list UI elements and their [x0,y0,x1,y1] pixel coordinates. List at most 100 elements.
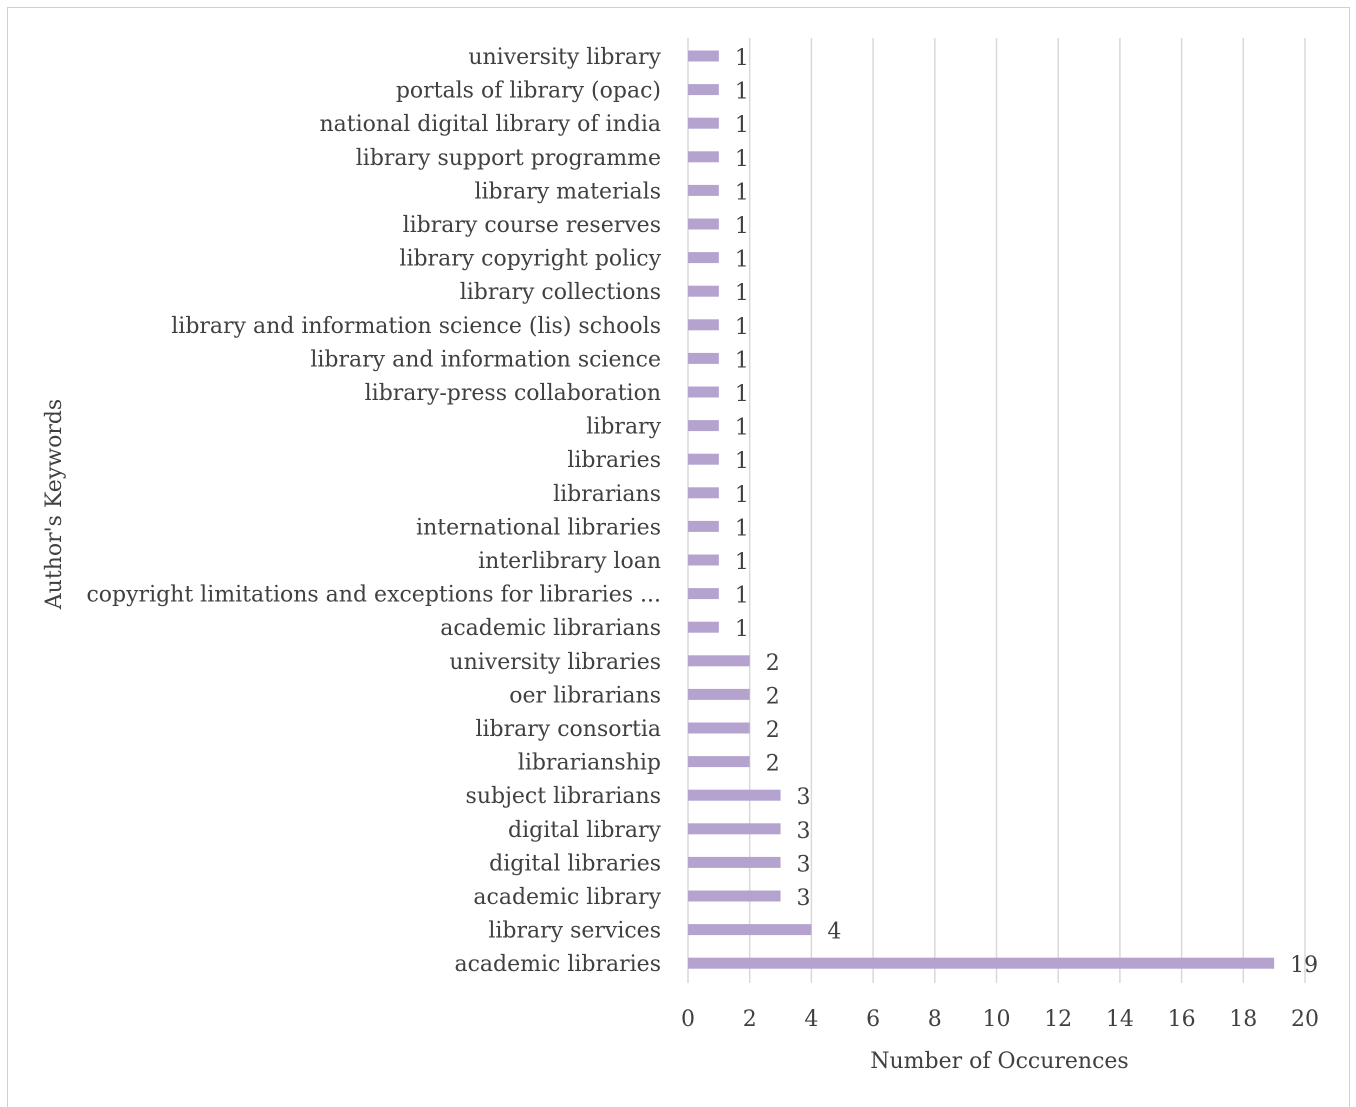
category-label: library materials [474,179,661,204]
bar [688,453,719,465]
bar [688,218,719,230]
data-label: 1 [735,617,749,642]
category-label: library and information science [310,347,661,372]
x-axis-title: Number of Occurences [870,1049,1128,1074]
bar [688,957,1275,969]
data-label: 3 [797,852,811,877]
data-label: 1 [735,113,749,138]
data-label: 1 [735,483,749,508]
category-label: library services [488,919,661,944]
bar [688,151,719,163]
x-tick-label: 6 [866,1007,880,1032]
x-tick-label: 2 [743,1007,757,1032]
bar [688,352,719,364]
category-label: international libraries [416,515,661,540]
data-label: 3 [797,819,811,844]
x-tick-labels: 0 2 4 6 8 10 12 14 16 18 20 [681,1007,1319,1032]
bar [688,756,750,768]
x-tick-label: 20 [1291,1007,1319,1032]
grid-layer [687,38,1306,983]
bar [688,823,781,835]
category-label: library support programme [356,146,661,171]
category-label: academic librarians [440,616,661,641]
x-tick-label: 12 [1044,1007,1072,1032]
data-label: 1 [735,315,749,340]
bar [688,252,719,264]
category-label: copyright limitations and exceptions for… [86,583,661,608]
category-label: library and information science (lis) sc… [171,314,661,339]
x-tick-label: 16 [1168,1007,1196,1032]
data-label: 1 [735,584,749,609]
category-label: university libraries [449,650,661,675]
data-label: 3 [797,785,811,810]
category-label: librarianship [518,751,661,776]
bar [688,420,719,432]
bar [688,50,719,62]
data-label: 1 [735,80,749,105]
data-label: 1 [735,382,749,407]
x-tick-label: 14 [1106,1007,1134,1032]
bar [688,890,781,902]
data-label: 1 [735,147,749,172]
category-label: digital libraries [489,851,661,876]
category-label: academic library [473,885,661,910]
category-label: portals of library (opac) [396,79,661,104]
category-label: librarians [553,482,661,507]
data-label: 1 [735,550,749,575]
data-label: 4 [827,920,841,945]
x-tick-label: 10 [983,1007,1011,1032]
y-axis-title: Author's Keywords [42,399,67,610]
bar [688,84,719,96]
category-label: university library [468,45,661,70]
category-label: library collections [460,280,661,305]
data-label: 2 [766,752,780,777]
data-label: 2 [766,684,780,709]
category-label: digital library [508,818,662,843]
data-label: 1 [735,516,749,541]
bar [688,319,719,331]
category-label: interlibrary loan [478,549,661,574]
bar [688,924,812,936]
bar [688,856,781,868]
data-label: 1 [735,180,749,205]
bar [688,520,719,532]
bar [688,789,781,801]
category-label: library [586,415,661,440]
x-tick-label: 8 [928,1007,942,1032]
data-label: 1 [735,348,749,373]
bar [688,621,719,633]
x-tick-label: 4 [804,1007,818,1032]
category-label: national digital library of india [320,112,662,137]
category-label: library-press collaboration [365,381,661,406]
bar [688,487,719,499]
bar [688,285,719,297]
category-label: libraries [567,448,661,473]
data-label: 1 [735,248,749,273]
chart-frame [7,7,1350,1107]
category-label: library course reserves [403,213,661,238]
bar [688,184,719,196]
bar [688,722,750,734]
x-tick-label: 0 [681,1007,695,1032]
data-label: 1 [735,214,749,239]
bar [688,554,719,566]
bar [688,588,719,600]
bar [688,117,719,129]
category-label: academic libraries [454,952,661,977]
data-label: 2 [766,651,780,676]
data-label: 2 [766,718,780,743]
data-label: 1 [735,46,749,71]
category-label: oer librarians [509,683,661,708]
bar [688,655,750,667]
category-labels: university library portals of library (op… [86,45,661,977]
data-label: 1 [735,416,749,441]
data-label: 3 [797,886,811,911]
data-label: 1 [735,449,749,474]
bar-layer [688,50,1275,969]
x-tick-label: 18 [1229,1007,1257,1032]
category-label: library consortia [475,717,661,742]
data-label: 1 [735,281,749,306]
bar [688,688,750,700]
